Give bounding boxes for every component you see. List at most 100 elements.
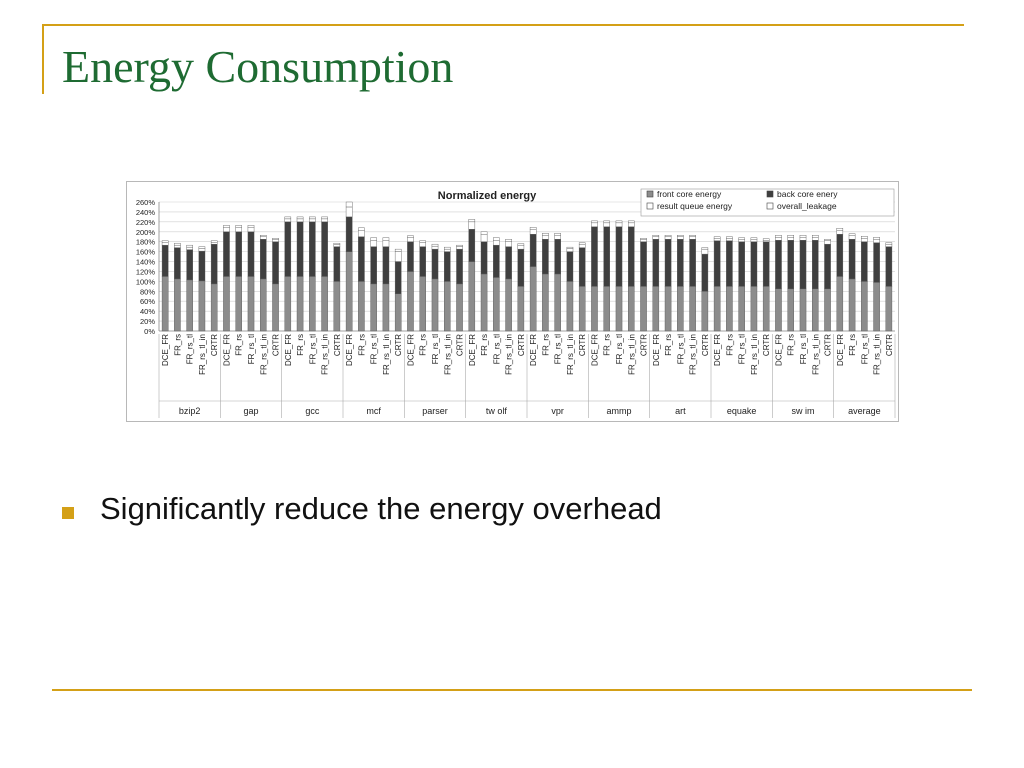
group-label: parser	[422, 406, 448, 416]
bar-segment	[787, 240, 795, 290]
config-label: FR_rs	[235, 334, 244, 356]
bar-segment	[223, 231, 230, 277]
bar-segment	[885, 246, 893, 287]
bar-segment	[431, 248, 439, 280]
bar-segment	[885, 286, 893, 332]
config-label: DCE_FR	[836, 334, 845, 366]
bar-segment	[370, 283, 377, 332]
bar-segment	[284, 221, 292, 277]
bar-segment	[210, 283, 218, 332]
bar-segment	[628, 222, 635, 228]
legend-label: front core energy	[657, 189, 722, 199]
bar-segment	[333, 281, 341, 332]
config-label: DCE_FR	[590, 334, 599, 366]
bar-segment	[382, 283, 390, 332]
bar-segment	[578, 286, 586, 332]
bar-segment	[247, 227, 255, 232]
bar-segment	[640, 241, 647, 287]
bar-segment	[272, 239, 279, 242]
bar-segment	[873, 239, 880, 243]
y-tick-label: 140%	[136, 258, 156, 267]
bar-segment	[603, 286, 610, 332]
config-label: CRTR	[701, 334, 710, 356]
group-label: mcf	[366, 406, 381, 416]
bar-segment	[382, 246, 390, 285]
bar-segment	[542, 235, 549, 240]
bar-segment	[677, 239, 684, 287]
bar-segment	[652, 286, 660, 332]
bar-segment	[272, 238, 279, 240]
bar-segment	[578, 243, 586, 248]
bar-segment	[345, 201, 353, 208]
bar-segment	[321, 221, 328, 277]
bar-segment	[836, 234, 844, 277]
config-label: DCE_FR	[222, 334, 231, 366]
bar-segment	[603, 226, 610, 287]
bar-segment	[812, 237, 819, 241]
bar-segment	[861, 236, 868, 239]
bar-segment	[566, 246, 574, 249]
config-label: FR_rs_tl	[186, 334, 195, 364]
bar-segment	[259, 236, 267, 240]
bar-segment	[345, 251, 353, 332]
config-label: FR_rs_tl	[247, 334, 256, 364]
y-tick-label: 240%	[136, 208, 156, 217]
bar-segment	[296, 276, 304, 332]
bar-segment	[309, 276, 316, 332]
bar-segment	[456, 283, 463, 332]
config-label: CRTR	[210, 334, 219, 356]
bar-segment	[161, 276, 169, 332]
bar-segment	[456, 244, 463, 247]
bar-segment	[370, 240, 377, 247]
bar-segment	[468, 261, 476, 332]
bar-segment	[640, 238, 647, 240]
bar-segment	[652, 235, 660, 237]
bar-segment	[836, 230, 844, 235]
config-label: CRTR	[456, 334, 465, 356]
energy-chart: Normalized energy0%20%40%60%80%100%120%1…	[136, 188, 896, 418]
bar-segment	[652, 239, 660, 287]
bar-segment	[726, 238, 733, 241]
group-label: ammp	[606, 406, 631, 416]
bar-segment	[787, 237, 795, 241]
y-tick-label: 260%	[136, 198, 156, 207]
config-label: FR_rs_tl_in	[566, 334, 575, 375]
bar-segment	[198, 248, 206, 252]
legend-swatch	[646, 202, 654, 210]
config-label: DCE_FR	[406, 334, 415, 366]
bar-segment	[799, 288, 807, 332]
bar-segment	[505, 239, 512, 242]
bar-segment	[554, 273, 561, 332]
config-label: FR_rs_tl	[615, 334, 624, 364]
bar-segment	[161, 242, 169, 246]
bar-segment	[517, 243, 525, 246]
config-label: DCE_FR	[774, 334, 783, 366]
bar-segment	[419, 276, 426, 332]
y-tick-label: 120%	[136, 267, 156, 276]
bar-segment	[493, 244, 500, 278]
bar-segment	[861, 238, 868, 242]
bar-segment	[247, 231, 255, 277]
bar-segment	[787, 235, 795, 238]
bar-segment	[848, 239, 856, 280]
bar-segment	[873, 282, 880, 332]
config-label: DCE_FR	[345, 334, 354, 366]
config-label: FR_rs_tl	[799, 334, 808, 364]
bar-segment	[186, 249, 193, 281]
bar-segment	[775, 240, 782, 290]
bar-segment	[861, 281, 868, 332]
bar-segment	[186, 246, 193, 250]
bar-segment	[775, 288, 782, 332]
bullet-text: Significantly reduce the energy overhead	[100, 491, 662, 526]
config-label: CRTR	[578, 334, 587, 356]
y-tick-label: 180%	[136, 238, 156, 247]
bar-segment	[174, 244, 181, 248]
bar-segment	[407, 241, 414, 272]
bar-segment	[370, 237, 377, 241]
bar-segment	[210, 243, 218, 285]
bar-segment	[480, 234, 488, 242]
bar-segment	[713, 286, 721, 332]
bar-segment	[468, 219, 476, 223]
bar-segment	[640, 239, 647, 242]
bar-segment	[493, 240, 500, 246]
